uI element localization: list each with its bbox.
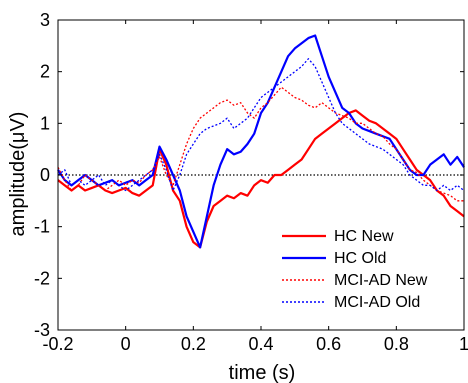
y-tick-label-2: -1: [34, 217, 50, 237]
series-line-3: [57, 86, 464, 202]
y-tick-label-0: -3: [34, 320, 50, 340]
series-layer: [57, 34, 465, 249]
y-tick-label-5: 2: [40, 62, 50, 82]
legend: HC New HC Old MCI-AD New MCI-AD Old: [282, 228, 428, 311]
axes: [57, 19, 465, 331]
x-tick-label-5: 0.8: [384, 334, 409, 354]
x-tick-label-1: 0: [121, 334, 131, 354]
x-tick-label-3: 0.4: [248, 334, 273, 354]
legend-label-3: MCI-AD New: [334, 272, 428, 289]
y-tick-label-3: 0: [40, 165, 50, 185]
plot-area: [58, 20, 464, 330]
y-axis-title: amplitude(μV): [7, 112, 29, 237]
y-tick-label-6: 3: [40, 10, 50, 30]
tick-labels: -0.2 0 0.2 0.4 0.6 0.8 1 -3 -2 -1 0 1 2 3: [34, 10, 468, 354]
x-tick-label-2: 0.2: [181, 334, 206, 354]
y-tick-label-4: 1: [40, 113, 50, 133]
legend-label-2: HC Old: [334, 250, 386, 267]
x-tick-label-0: -0.2: [42, 334, 73, 354]
series-line-4: [57, 58, 465, 192]
x-tick-label-6: 1: [459, 334, 468, 354]
y-tick-label-1: -2: [34, 268, 50, 288]
x-tick-label-4: 0.6: [316, 334, 341, 354]
legend-label-4: MCI-AD Old: [334, 294, 420, 311]
series-line-1: [57, 109, 465, 249]
legend-label-1: HC New: [334, 228, 394, 245]
x-axis-title: time (s): [229, 362, 296, 383]
